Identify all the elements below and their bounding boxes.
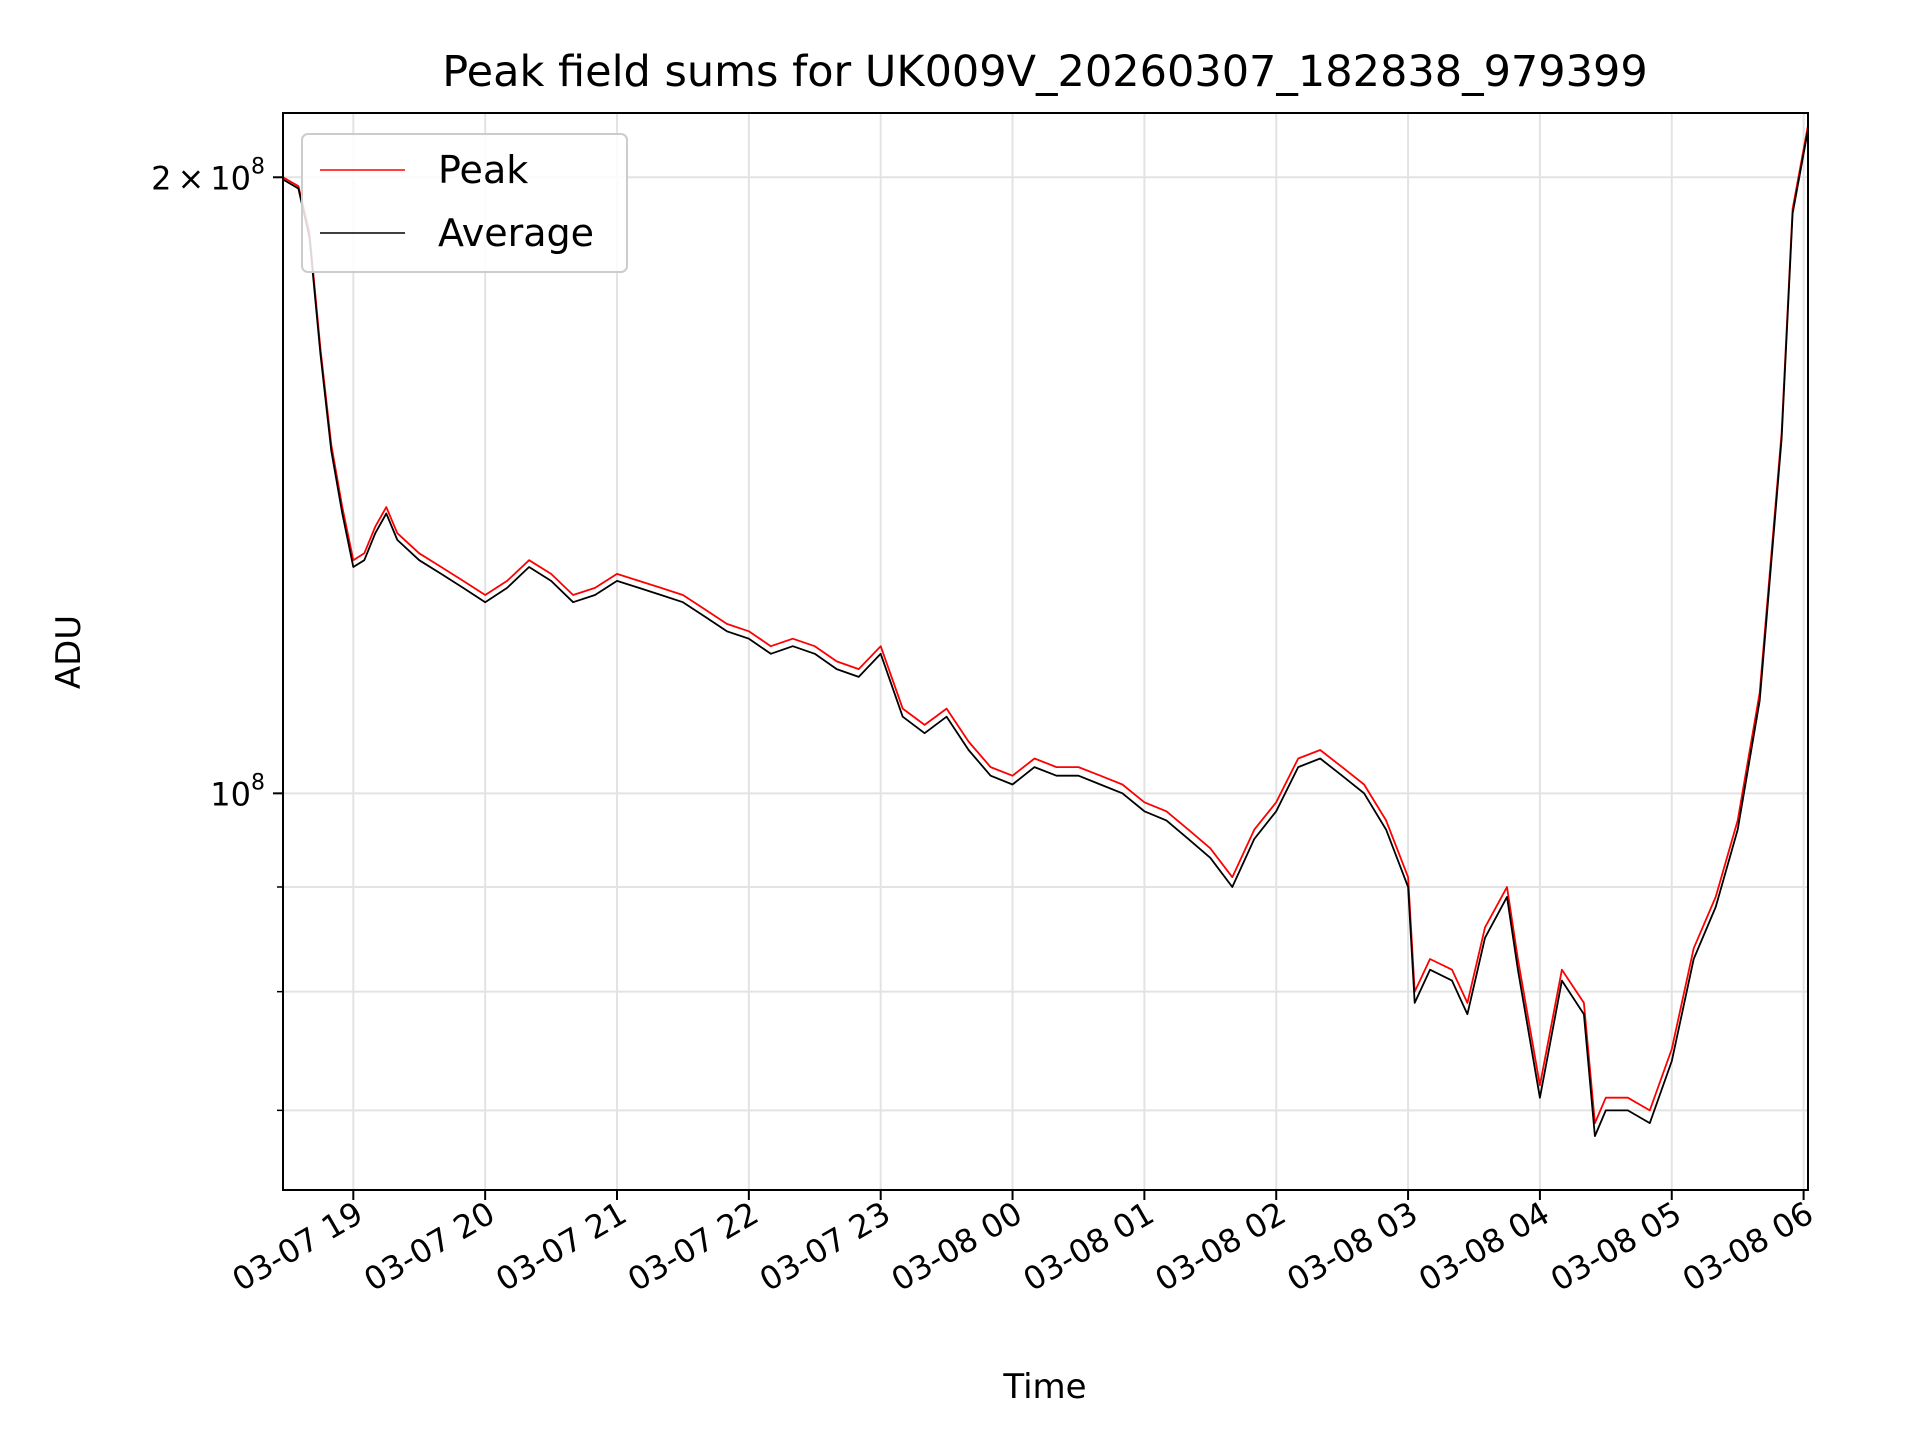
chart-title: Peak field sums for UK009V_20260307_1828… (442, 47, 1647, 97)
y-tick-times: × (177, 159, 204, 197)
y-tick-base: 10 (210, 159, 251, 197)
legend-box (301, 133, 628, 273)
grid-lines (283, 113, 1808, 1190)
legend: Peak Average (301, 133, 628, 273)
series-lines (282, 125, 1809, 1137)
y-tick-mantissa: 2 (151, 159, 171, 197)
y-tick-base: 10 (210, 775, 251, 813)
legend-label-average: Average (438, 211, 594, 255)
legend-label-peak: Peak (438, 148, 528, 192)
y-tick-label: 108 (210, 770, 265, 813)
y-tick-label: 2 × 108 (151, 154, 265, 197)
series-line-average (282, 129, 1809, 1137)
y-tick-exponent: 8 (251, 154, 265, 179)
y-tick-exponent: 8 (251, 770, 265, 795)
series-line-peak (282, 125, 1809, 1124)
y-axis-title: ADU (49, 615, 89, 689)
x-axis-title: Time (1002, 1367, 1086, 1407)
plot-area-frame (282, 112, 1809, 1191)
